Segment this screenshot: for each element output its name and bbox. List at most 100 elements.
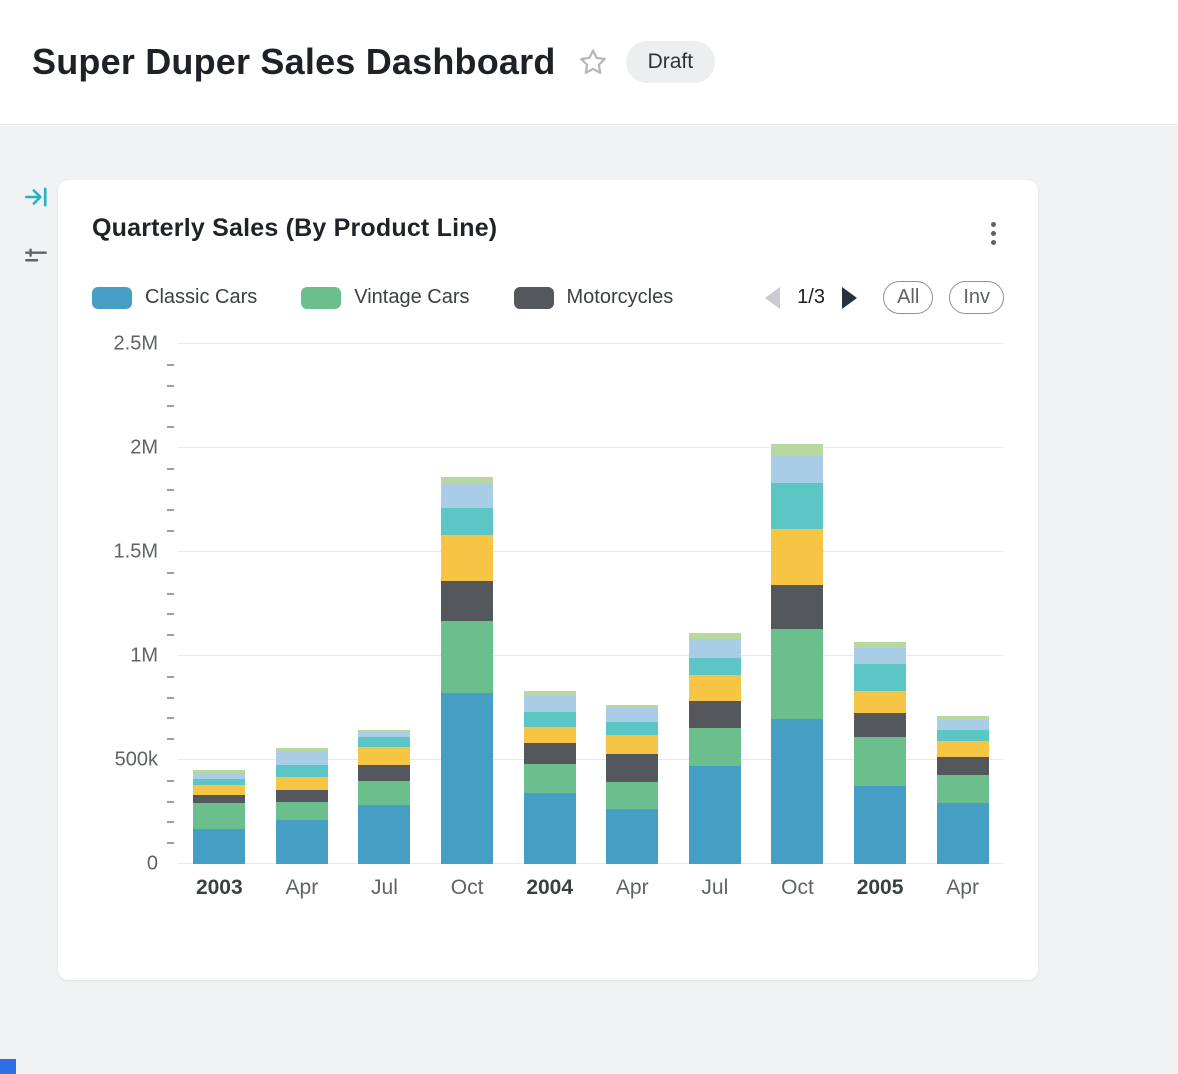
bar-segment[interactable] [771, 456, 824, 484]
stacked-bar[interactable] [523, 691, 576, 864]
favorite-star-icon[interactable] [578, 47, 608, 77]
bar-segment[interactable] [688, 727, 741, 767]
bar-segment[interactable] [441, 693, 494, 864]
bar-column[interactable] [508, 344, 591, 864]
bar-segment[interactable] [275, 801, 328, 821]
bar-segment[interactable] [275, 765, 328, 777]
stacked-bar[interactable] [688, 633, 741, 864]
all-button[interactable]: All [883, 281, 934, 314]
bar-segment[interactable] [275, 776, 328, 791]
bar-segment[interactable] [358, 780, 411, 805]
bar-segment[interactable] [606, 781, 659, 809]
bar-segment[interactable] [275, 790, 328, 802]
stacked-bar[interactable] [854, 641, 907, 864]
bar-segment[interactable] [771, 628, 824, 720]
bar-segment[interactable] [688, 639, 741, 659]
bar-segment[interactable] [358, 765, 411, 781]
stacked-bar[interactable] [358, 729, 411, 864]
bar-segment[interactable] [441, 483, 494, 509]
bar-segment[interactable] [193, 772, 246, 779]
bar-segment[interactable] [771, 529, 824, 586]
bar-segment[interactable] [358, 804, 411, 864]
bar-column[interactable] [426, 344, 509, 864]
inv-button[interactable]: Inv [949, 281, 1004, 314]
stacked-bar[interactable] [936, 716, 989, 864]
bar-segment[interactable] [193, 778, 246, 785]
stacked-bar[interactable] [441, 477, 494, 864]
bar-segment[interactable] [936, 716, 989, 721]
bar-column[interactable] [756, 344, 839, 864]
bar-segment[interactable] [193, 770, 246, 773]
bar-segment[interactable] [771, 483, 824, 530]
bar-column[interactable] [839, 344, 922, 864]
bar-segment[interactable] [441, 508, 494, 536]
bar-segment[interactable] [688, 633, 741, 640]
bar-segment[interactable] [358, 730, 411, 738]
bar-segment[interactable] [441, 581, 494, 621]
bar-segment[interactable] [771, 443, 824, 457]
bar-segment[interactable] [523, 743, 576, 765]
bar-segment[interactable] [358, 746, 411, 766]
bar-column[interactable] [921, 344, 1004, 864]
bar-segment[interactable] [523, 726, 576, 744]
bar-segment[interactable] [854, 786, 907, 864]
bar-segment[interactable] [606, 721, 659, 736]
bottom-left-cutoff-element[interactable] [0, 1059, 16, 1074]
bar-segment[interactable] [523, 764, 576, 794]
bar-segment[interactable] [523, 712, 576, 727]
legend-item-motorcycles[interactable]: Motorcycles [513, 286, 673, 309]
bar-column[interactable] [343, 344, 426, 864]
bar-segment[interactable] [936, 720, 989, 730]
legend-item-vintage-cars[interactable]: Vintage Cars [301, 286, 470, 309]
bar-segment[interactable] [606, 705, 659, 709]
bar-segment[interactable] [854, 713, 907, 738]
bar-segment[interactable] [358, 737, 411, 747]
bar-segment[interactable] [275, 747, 328, 751]
bar-segment[interactable] [688, 700, 741, 728]
bar-segment[interactable] [936, 741, 989, 757]
bar-segment[interactable] [523, 793, 576, 864]
bar-segment[interactable] [606, 808, 659, 864]
bar-segment[interactable] [193, 802, 246, 829]
bar-segment[interactable] [275, 750, 328, 766]
bar-segment[interactable] [688, 766, 741, 864]
bar-segment[interactable] [854, 647, 907, 665]
filter-icon[interactable] [23, 244, 49, 270]
bar-segment[interactable] [606, 708, 659, 722]
bar-segment[interactable] [193, 828, 246, 864]
bar-segment[interactable] [936, 802, 989, 864]
bar-segment[interactable] [854, 664, 907, 692]
stacked-bar[interactable] [275, 747, 328, 864]
bar-segment[interactable] [936, 729, 989, 742]
bar-segment[interactable] [771, 719, 824, 864]
bar-segment[interactable] [523, 695, 576, 713]
bar-segment[interactable] [441, 535, 494, 582]
bar-segment[interactable] [688, 674, 741, 701]
bar-segment[interactable] [441, 477, 494, 484]
stacked-bar[interactable] [193, 770, 246, 864]
collapse-panel-icon[interactable] [23, 184, 49, 210]
kebab-menu-icon[interactable] [983, 216, 1004, 251]
bar-segment[interactable] [854, 691, 907, 714]
bar-column[interactable] [591, 344, 674, 864]
bar-segment[interactable] [441, 620, 494, 694]
bar-segment[interactable] [854, 641, 907, 648]
bar-segment[interactable] [606, 753, 659, 782]
bar-segment[interactable] [936, 756, 989, 775]
bar-segment[interactable] [193, 795, 246, 803]
bar-segment[interactable] [688, 658, 741, 675]
bar-column[interactable] [261, 344, 344, 864]
bar-segment[interactable] [523, 691, 576, 696]
bar-segment[interactable] [358, 729, 411, 731]
stacked-bar[interactable] [771, 443, 824, 864]
stacked-bar[interactable] [606, 705, 659, 864]
bar-segment[interactable] [193, 784, 246, 796]
legend-item-classic-cars[interactable]: Classic Cars [92, 286, 257, 309]
bar-segment[interactable] [606, 735, 659, 754]
pager-prev-icon[interactable] [765, 286, 781, 309]
bar-segment[interactable] [275, 820, 328, 864]
pager-next-icon[interactable] [842, 286, 858, 309]
bar-column[interactable] [674, 344, 757, 864]
bar-column[interactable] [178, 344, 261, 864]
bar-segment[interactable] [936, 774, 989, 803]
